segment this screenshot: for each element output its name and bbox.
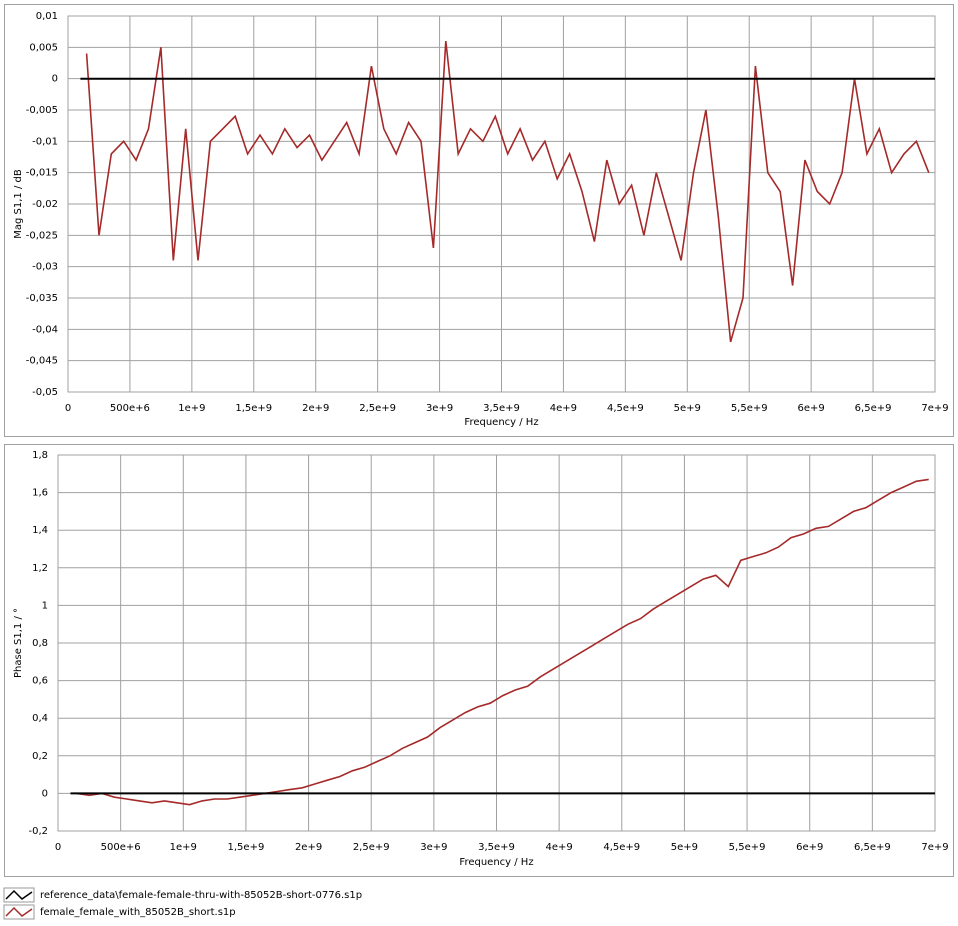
y-tick-label: -0,2 (28, 826, 48, 837)
x-tick-label: 2,5e+9 (359, 403, 396, 414)
x-tick-label: 5e+9 (674, 403, 701, 414)
x-tick-label: 0 (65, 403, 71, 414)
legend-swatch (5, 889, 33, 900)
x-tick-label: 2e+9 (302, 403, 329, 414)
y-tick-label: 1,2 (32, 563, 48, 574)
x-tick-label: 6e+9 (798, 403, 825, 414)
y-tick-label: 0,005 (29, 42, 58, 53)
y-tick-label: 0,8 (32, 638, 48, 649)
y-axis-label: Mag S1,1 / dB (13, 169, 24, 239)
x-axis-label: Frequency / Hz (459, 857, 533, 868)
y-tick-label: -0,04 (32, 324, 58, 335)
x-tick-label: 4e+9 (546, 842, 573, 853)
x-tick-label: 2,5e+9 (353, 842, 390, 853)
x-tick-label: 3e+9 (420, 842, 447, 853)
x-tick-label: 3,5e+9 (483, 403, 520, 414)
y-tick-label: -0,015 (26, 168, 58, 179)
y-tick-label: 1,4 (32, 525, 48, 536)
x-tick-label: 6e+9 (796, 842, 823, 853)
y-tick-label: -0,01 (32, 136, 58, 147)
x-tick-label: 4,5e+9 (603, 842, 640, 853)
y-tick-label: 0,01 (36, 11, 58, 22)
x-tick-label: 500e+6 (101, 842, 141, 853)
x-tick-label: 1,5e+9 (235, 403, 272, 414)
x-tick-label: 7e+9 (921, 403, 948, 414)
x-tick-label: 3e+9 (426, 403, 453, 414)
x-tick-label: 6,5e+9 (855, 403, 892, 414)
data-line (76, 478, 929, 806)
x-tick-label: 0 (55, 842, 61, 853)
data-line (85, 41, 930, 343)
y-axis-label: Phase S1,1 / ° (13, 608, 24, 678)
x-tick-label: 6,5e+9 (854, 842, 891, 853)
y-tick-label: 0,6 (32, 676, 48, 687)
y-tick-label: -0,025 (26, 230, 58, 241)
x-tick-label: 5,5e+9 (731, 403, 768, 414)
y-tick-label: -0,045 (26, 356, 58, 367)
x-tick-label: 3,5e+9 (478, 842, 515, 853)
x-tick-label: 4,5e+9 (607, 403, 644, 414)
y-tick-label: 1 (42, 600, 48, 611)
y-tick-label: -0,03 (32, 262, 58, 273)
x-tick-label: 1e+9 (178, 403, 205, 414)
y-tick-label: -0,05 (32, 387, 58, 398)
legend-label: reference_data\female-female-thru-with-8… (40, 890, 362, 901)
y-tick-label: -0,005 (26, 105, 58, 116)
y-tick-label: 0,2 (32, 751, 48, 762)
legend-label: female_female_with_85052B_short.s1p (40, 907, 236, 918)
y-tick-label: 0 (42, 788, 48, 799)
x-tick-label: 1e+9 (170, 842, 197, 853)
y-tick-label: -0,02 (32, 199, 58, 210)
legend-swatch (5, 906, 33, 917)
x-tick-label: 500e+6 (110, 403, 150, 414)
y-tick-label: 1,6 (32, 488, 48, 499)
legend: reference_data\female-female-thru-with-8… (3, 887, 362, 920)
y-tick-label: 0 (52, 74, 58, 85)
x-tick-label: 7e+9 (921, 842, 948, 853)
y-tick-label: 0,4 (32, 713, 48, 724)
x-tick-label: 2e+9 (295, 842, 322, 853)
x-tick-label: 1,5e+9 (228, 842, 265, 853)
x-tick-label: 4e+9 (550, 403, 577, 414)
x-tick-label: 5,5e+9 (729, 842, 766, 853)
x-tick-label: 5e+9 (671, 842, 698, 853)
y-tick-label: -0,035 (26, 293, 58, 304)
y-tick-label: 1,8 (32, 450, 48, 461)
x-axis-label: Frequency / Hz (464, 417, 538, 428)
